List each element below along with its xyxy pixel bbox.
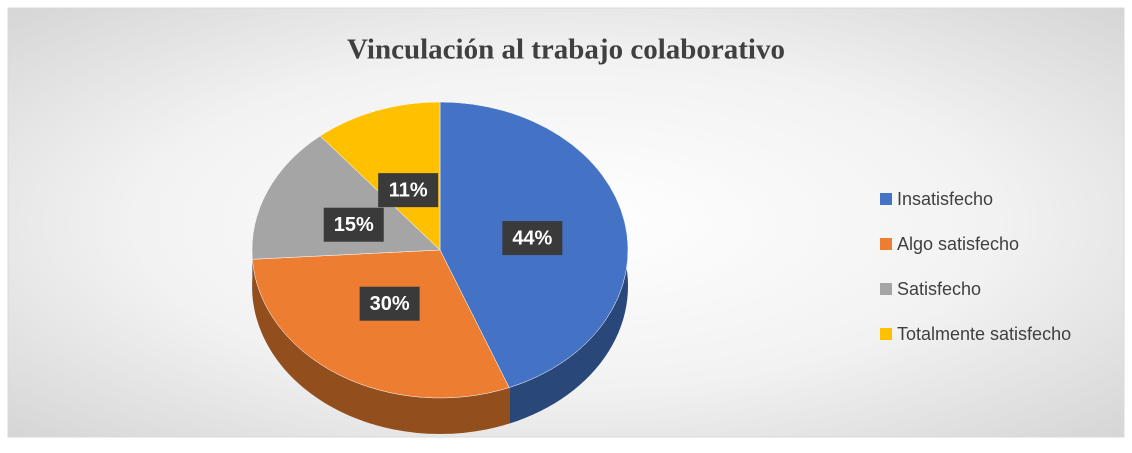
- data-label: 44%: [512, 227, 552, 249]
- data-label-box: [359, 286, 420, 321]
- data-label-box: [378, 173, 439, 208]
- legend-label: Insatisfecho: [897, 189, 993, 209]
- slice: [251, 135, 441, 260]
- slice-side: [252, 259, 510, 434]
- legend-swatch: [880, 283, 892, 295]
- data-label: 15%: [334, 214, 374, 236]
- data-label: 30%: [370, 293, 410, 315]
- slice: [252, 249, 510, 399]
- legend-swatch: [880, 193, 892, 205]
- legend-label: Algo satisfecho: [897, 234, 1019, 254]
- data-label-box: [502, 221, 563, 256]
- data-label: 11%: [389, 179, 428, 201]
- legend-label: Satisfecho: [897, 279, 981, 299]
- data-label-box: [323, 207, 384, 242]
- legend-label: Totalmente satisfecho: [897, 324, 1071, 344]
- legend-swatch: [880, 238, 892, 250]
- chart-title: Vinculación al trabajo colaborativo: [347, 34, 785, 66]
- legend-swatch: [880, 328, 892, 340]
